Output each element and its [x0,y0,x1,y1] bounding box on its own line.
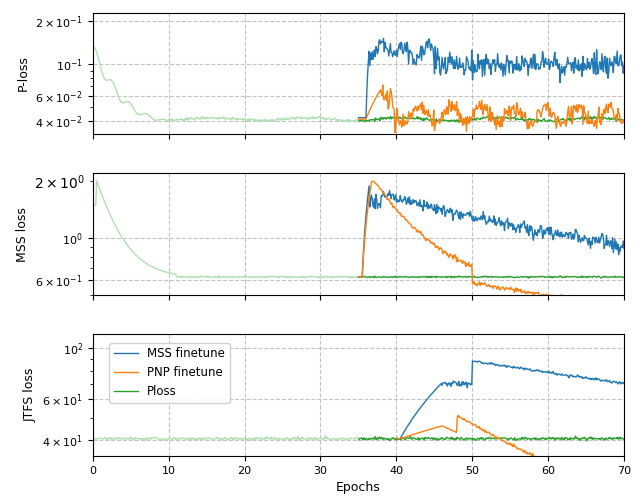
PNP finetune [586,466,593,472]
MSS finetune [528,368,536,374]
MSS finetune [392,435,400,442]
MSS finetune [600,377,607,384]
Y-axis label: P-loss: P-loss [17,55,30,91]
PNP finetune [393,435,401,442]
PNP finetune [392,435,400,442]
MSS finetune [468,358,476,364]
Y-axis label: JTFS loss: JTFS loss [23,368,36,422]
Legend: MSS finetune, PNP finetune, Ploss: MSS finetune, PNP finetune, Ploss [109,343,230,403]
PNP finetune [532,454,540,460]
PNP finetune [454,412,462,418]
PNP finetune [600,466,608,472]
PNP finetune [529,451,536,457]
PNP finetune [528,453,536,459]
Line: MSS finetune: MSS finetune [396,361,624,438]
Line: PNP finetune: PNP finetune [396,415,624,469]
X-axis label: Epochs: Epochs [336,481,381,494]
MSS finetune [532,367,540,373]
MSS finetune [585,375,593,381]
MSS finetune [620,380,628,386]
Y-axis label: MSS loss: MSS loss [15,207,29,262]
PNP finetune [554,466,561,472]
MSS finetune [529,368,536,374]
MSS finetune [393,435,401,442]
PNP finetune [620,466,628,472]
